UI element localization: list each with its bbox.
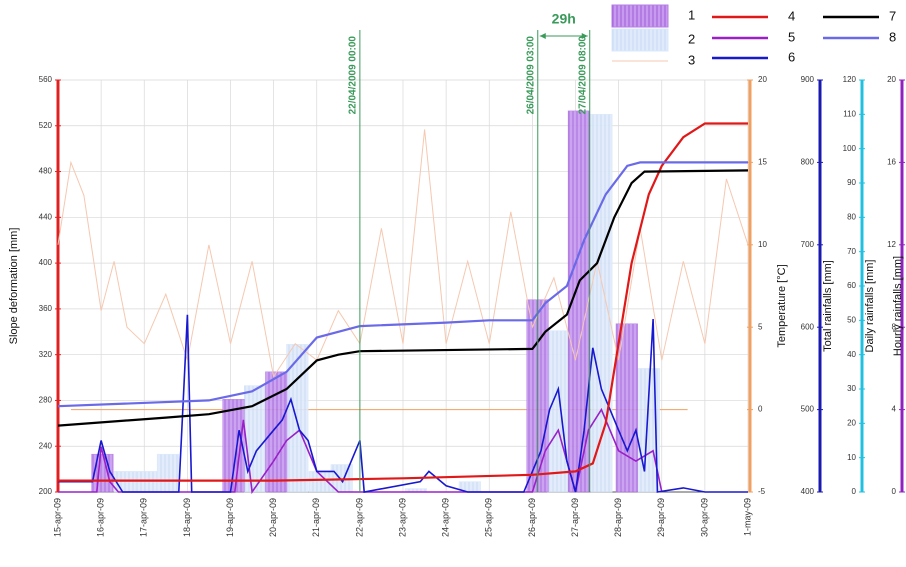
axis-title: Temperature [°C] bbox=[776, 264, 788, 347]
tick-label: 200 bbox=[39, 487, 53, 496]
x-tick-label: 22-apr-09 bbox=[354, 498, 364, 537]
legend-label: 7 bbox=[889, 8, 896, 23]
tick-label: 0 bbox=[758, 405, 763, 414]
tick-label: 480 bbox=[39, 167, 53, 176]
tick-label: 70 bbox=[847, 247, 856, 256]
axis-title: Hourly rainfalls [mm] bbox=[892, 256, 904, 356]
tick-label: 40 bbox=[847, 350, 856, 359]
tick-label: 12 bbox=[887, 240, 896, 249]
line-series bbox=[57, 169, 749, 427]
bar bbox=[590, 114, 613, 493]
tick-label: 900 bbox=[801, 75, 815, 84]
tick-label: 0 bbox=[892, 487, 897, 496]
line-series bbox=[58, 122, 748, 482]
x-tick-label: 20-apr-09 bbox=[268, 498, 278, 537]
legend-label: 2 bbox=[688, 31, 695, 46]
tick-label: 30 bbox=[847, 384, 856, 393]
annotation-label: 22/04/2009 00:00 bbox=[348, 36, 359, 115]
tick-label: 20 bbox=[847, 418, 856, 427]
x-tick-label: 19-apr-09 bbox=[225, 498, 235, 537]
axis-title: Slope deformation [mm] bbox=[8, 228, 20, 345]
tick-label: 120 bbox=[843, 75, 857, 84]
tick-label: 700 bbox=[801, 240, 815, 249]
legend-label: 3 bbox=[688, 52, 695, 67]
x-tick-label: 25-apr-09 bbox=[484, 498, 494, 537]
x-tick-label: 26-apr-09 bbox=[527, 498, 537, 537]
axis-title: Daily rainfalls [mm] bbox=[864, 260, 876, 353]
legend-swatch bbox=[611, 28, 669, 52]
bar bbox=[156, 453, 180, 493]
x-tick-label: 18-apr-09 bbox=[182, 498, 192, 537]
tick-label: 240 bbox=[39, 441, 53, 450]
axis-title: Total rainfalls [mm] bbox=[822, 260, 834, 352]
x-tick-label: 28-apr-09 bbox=[613, 498, 623, 537]
tick-label: 0 bbox=[852, 487, 857, 496]
tick-label: -5 bbox=[758, 487, 766, 496]
x-tick-label: 29-apr-09 bbox=[656, 498, 666, 537]
tick-label: 400 bbox=[801, 487, 815, 496]
x-tick-label: 27-apr-09 bbox=[570, 498, 580, 537]
tick-label: 110 bbox=[843, 109, 856, 118]
tick-label: 560 bbox=[39, 75, 53, 84]
interval-label: 29h bbox=[552, 11, 576, 27]
legend-label: 4 bbox=[788, 8, 795, 23]
tick-label: 320 bbox=[39, 350, 53, 359]
legend-label: 5 bbox=[788, 29, 795, 44]
tick-label: 800 bbox=[801, 158, 815, 167]
tick-label: 500 bbox=[801, 405, 815, 414]
x-tick-label: 16-apr-09 bbox=[96, 498, 106, 537]
tick-label: 5 bbox=[758, 322, 763, 331]
tick-label: 50 bbox=[847, 315, 856, 324]
line-series bbox=[57, 129, 749, 378]
legend-label: 1 bbox=[688, 7, 695, 22]
legend-label: 6 bbox=[788, 49, 795, 64]
tick-label: 8 bbox=[892, 322, 897, 331]
tick-label: 16 bbox=[887, 158, 896, 167]
tick-label: 440 bbox=[39, 212, 53, 221]
legend-swatch bbox=[611, 4, 669, 28]
tick-label: 280 bbox=[39, 396, 53, 405]
bar bbox=[615, 323, 638, 493]
x-tick-label: 23-apr-09 bbox=[397, 498, 407, 537]
x-tick-label: 21-apr-09 bbox=[311, 498, 321, 537]
x-tick-label: 17-apr-09 bbox=[139, 498, 149, 537]
tick-label: 80 bbox=[847, 212, 856, 221]
tick-label: 10 bbox=[758, 240, 767, 249]
tick-label: 4 bbox=[892, 405, 897, 414]
x-tick-label: 15-apr-09 bbox=[52, 498, 62, 537]
tick-label: 60 bbox=[847, 281, 856, 290]
tick-label: 20 bbox=[758, 75, 767, 84]
tick-label: 15 bbox=[758, 158, 767, 167]
legend-label: 8 bbox=[889, 29, 896, 44]
tick-label: 520 bbox=[39, 121, 53, 130]
tick-label: 600 bbox=[801, 322, 815, 331]
x-tick-label: 1-may-09 bbox=[742, 498, 752, 536]
tick-label: 360 bbox=[39, 304, 53, 313]
tick-label: 400 bbox=[39, 258, 53, 267]
tick-label: 100 bbox=[843, 144, 857, 153]
bar bbox=[547, 330, 570, 493]
annotation-label: 27/04/2009 08:00 bbox=[577, 36, 588, 115]
line-series bbox=[58, 314, 748, 493]
tick-label: 20 bbox=[887, 75, 896, 84]
annotation-label: 26/04/2009 03:00 bbox=[525, 36, 536, 115]
x-tick-label: 30-apr-09 bbox=[699, 498, 709, 537]
tick-label: 90 bbox=[847, 178, 856, 187]
bar bbox=[637, 368, 660, 493]
x-tick-label: 24-apr-09 bbox=[441, 498, 451, 537]
tick-label: 10 bbox=[847, 453, 856, 462]
line-series bbox=[57, 161, 748, 408]
